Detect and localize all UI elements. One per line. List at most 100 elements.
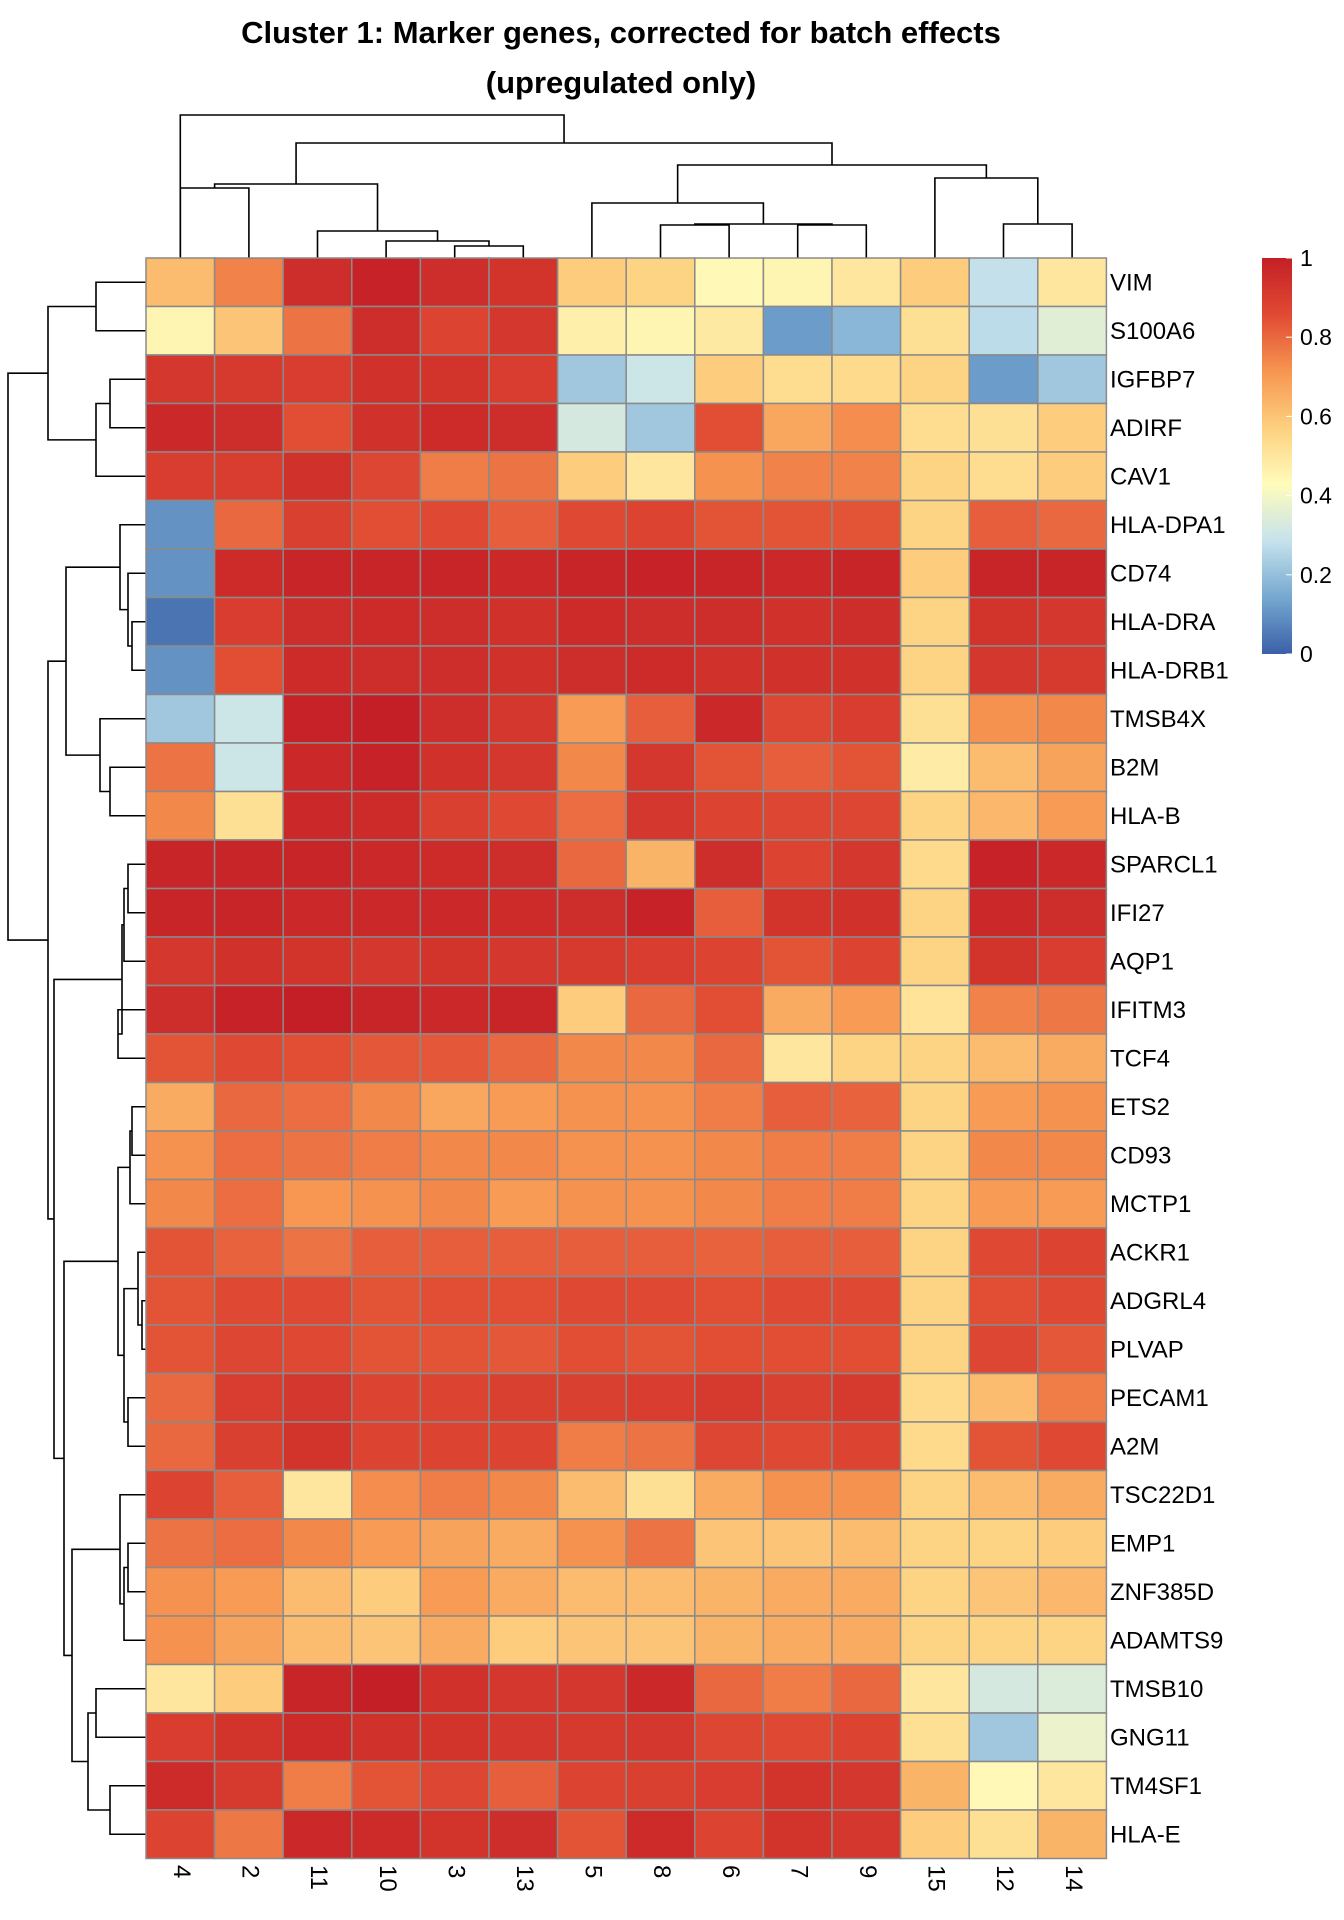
heatmap-cell bbox=[556, 499, 627, 550]
column-dendrogram-branch bbox=[179, 114, 565, 258]
heatmap-cell bbox=[762, 693, 833, 744]
heatmap-cell bbox=[625, 1712, 696, 1763]
heatmap-cell bbox=[282, 936, 353, 987]
heatmap-cell bbox=[145, 1372, 216, 1423]
heatmap-cell bbox=[145, 1130, 216, 1181]
column-label: 9 bbox=[854, 1865, 881, 1878]
heatmap-cell bbox=[968, 1033, 1039, 1084]
heatmap-cell bbox=[762, 1712, 833, 1763]
heatmap-cell bbox=[488, 354, 559, 405]
heatmap-cell bbox=[968, 402, 1039, 453]
column-label: 10 bbox=[374, 1865, 401, 1892]
heatmap-cell bbox=[625, 645, 696, 696]
heatmap-cell bbox=[351, 1809, 422, 1860]
column-label: 14 bbox=[1060, 1865, 1087, 1892]
heatmap-cell bbox=[213, 1081, 284, 1132]
heatmap-cell bbox=[213, 1130, 284, 1181]
heatmap-cell bbox=[282, 1421, 353, 1472]
column-dendrogram-branch bbox=[453, 245, 525, 258]
heatmap-cell bbox=[145, 596, 216, 647]
heatmap-cell bbox=[1037, 1130, 1108, 1181]
heatmap-cell bbox=[351, 1421, 422, 1472]
heatmap-cell bbox=[419, 1663, 490, 1714]
heatmap-cell bbox=[625, 1033, 696, 1084]
heatmap-cell bbox=[419, 984, 490, 1035]
heatmap-cell bbox=[694, 257, 765, 308]
heatmap-cell bbox=[282, 548, 353, 599]
heatmap-cell bbox=[419, 936, 490, 987]
heatmap-cell bbox=[419, 645, 490, 696]
heatmap-cell bbox=[488, 887, 559, 938]
heatmap-cell bbox=[625, 1566, 696, 1617]
heatmap-cell bbox=[213, 1809, 284, 1860]
heatmap-cell bbox=[1037, 887, 1108, 938]
heatmap-cell bbox=[831, 984, 902, 1035]
heatmap-cell bbox=[625, 742, 696, 793]
heatmap-cell bbox=[282, 1712, 353, 1763]
heatmap-cell bbox=[899, 1372, 970, 1423]
heatmap-cell bbox=[762, 887, 833, 938]
heatmap-cell bbox=[899, 839, 970, 890]
heatmap-cell bbox=[899, 1033, 970, 1084]
row-dendrogram-branch bbox=[87, 1712, 110, 1811]
heatmap-cell bbox=[556, 1809, 627, 1860]
heatmap-cell bbox=[351, 645, 422, 696]
row-label: AQP1 bbox=[1110, 948, 1174, 975]
heatmap-cell bbox=[282, 305, 353, 356]
heatmap-cell bbox=[968, 1421, 1039, 1472]
heatmap-cell bbox=[145, 645, 216, 696]
heatmap-cell bbox=[762, 1809, 833, 1860]
row-label: IGFBP7 bbox=[1110, 366, 1195, 393]
heatmap-cell bbox=[968, 1130, 1039, 1181]
column-label: 7 bbox=[785, 1865, 812, 1878]
heatmap-cell bbox=[419, 1421, 490, 1472]
heatmap-cell bbox=[762, 548, 833, 599]
heatmap-cell bbox=[488, 1518, 559, 1569]
heatmap-cell bbox=[351, 1615, 422, 1666]
row-dendrogram-branch bbox=[119, 523, 146, 611]
heatmap-cell bbox=[556, 839, 627, 890]
heatmap-cell bbox=[213, 1663, 284, 1714]
heatmap-cell bbox=[556, 1663, 627, 1714]
heatmap-cell bbox=[556, 1566, 627, 1617]
heatmap-cell bbox=[213, 839, 284, 890]
heatmap-cell bbox=[762, 742, 833, 793]
row-label: TMSB10 bbox=[1110, 1676, 1203, 1703]
heatmap-cell bbox=[556, 354, 627, 405]
heatmap-cell bbox=[625, 402, 696, 453]
heatmap-cell bbox=[145, 1275, 216, 1326]
row-label: EMP1 bbox=[1110, 1530, 1175, 1557]
heatmap-cell bbox=[694, 1081, 765, 1132]
heatmap-cell bbox=[694, 1033, 765, 1084]
heatmap-cell bbox=[694, 1518, 765, 1569]
heatmap-cell bbox=[1037, 1809, 1108, 1860]
heatmap-cell bbox=[556, 451, 627, 502]
heatmap-cell bbox=[831, 1421, 902, 1472]
heatmap-cell bbox=[556, 305, 627, 356]
heatmap-cell bbox=[556, 936, 627, 987]
row-label: IFITM3 bbox=[1110, 997, 1186, 1024]
heatmap-cell bbox=[1037, 1372, 1108, 1423]
heatmap-cell bbox=[762, 1033, 833, 1084]
heatmap-cell bbox=[694, 596, 765, 647]
heatmap-cell bbox=[831, 645, 902, 696]
heatmap-cell bbox=[282, 887, 353, 938]
heatmap-cell bbox=[419, 839, 490, 890]
heatmap-cell bbox=[625, 936, 696, 987]
legend-tick-label: 0.4 bbox=[1300, 483, 1332, 509]
row-dendrogram-branch bbox=[47, 305, 96, 441]
heatmap-cell bbox=[694, 984, 765, 1035]
row-dendrogram-branch bbox=[123, 1287, 138, 1423]
heatmap-cell bbox=[625, 1130, 696, 1181]
heatmap-cell bbox=[1037, 1712, 1108, 1763]
heatmap-cell bbox=[694, 354, 765, 405]
row-label: TCF4 bbox=[1110, 1045, 1170, 1072]
heatmap-cell bbox=[419, 354, 490, 405]
heatmap-cell bbox=[899, 984, 970, 1035]
heatmap-cell bbox=[145, 1760, 216, 1811]
heatmap-cell bbox=[968, 936, 1039, 987]
heatmap-cell bbox=[899, 790, 970, 841]
heatmap-cell bbox=[1037, 839, 1108, 890]
heatmap-cell bbox=[556, 1275, 627, 1326]
